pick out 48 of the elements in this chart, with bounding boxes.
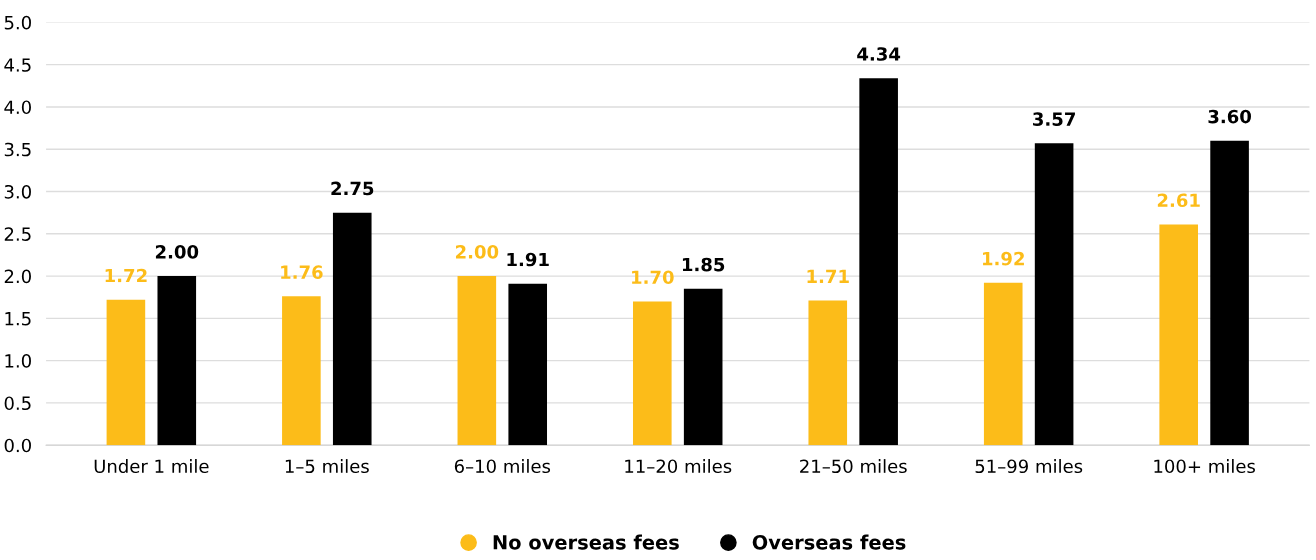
- bar: [1034, 143, 1074, 446]
- data-label: 2.61: [1157, 193, 1200, 208]
- x-tick-label: 6–10 miles: [454, 459, 551, 474]
- x-tick-label: Under 1 mile: [94, 459, 209, 474]
- bar: [157, 276, 197, 446]
- x-tick-label: 1–5 miles: [285, 459, 369, 474]
- data-label: 2.00: [155, 245, 199, 259]
- bar: [1210, 140, 1249, 446]
- data-label: 1.91: [507, 252, 549, 267]
- y-tick-label: 5.0: [4, 15, 31, 30]
- y-tick-label: 0.5: [4, 396, 31, 411]
- bar: [508, 283, 548, 446]
- y-tick-label: 2.0: [4, 269, 31, 284]
- bar: [683, 288, 723, 446]
- bar: [983, 282, 1023, 446]
- data-label: 2.75: [331, 181, 374, 196]
- legend-label: No overseas fees: [493, 534, 679, 550]
- data-label: 1.92: [982, 251, 1024, 266]
- bar: [1159, 224, 1198, 446]
- data-label: 1.72: [105, 268, 147, 283]
- y-tick-label: 3.5: [4, 142, 31, 157]
- bar: [808, 300, 848, 446]
- data-label: 3.60: [1208, 109, 1251, 124]
- y-tick-label: 1.5: [5, 312, 31, 326]
- x-tick-label: 21–50 miles: [800, 459, 907, 474]
- data-label: 3.57: [1033, 112, 1075, 126]
- bar: [282, 296, 321, 446]
- x-tick-label: 51–99 miles: [975, 459, 1083, 474]
- data-label: 1.85: [682, 257, 725, 272]
- y-tick-label: 4.5: [4, 58, 31, 72]
- bar: [106, 299, 146, 446]
- data-label: 1.71: [807, 269, 849, 283]
- data-label: 4.34: [857, 47, 901, 61]
- data-label: 1.70: [632, 270, 674, 285]
- bar: [457, 276, 497, 446]
- y-tick-label: 1.0: [5, 354, 31, 368]
- legend-label: Overseas fees: [752, 534, 906, 550]
- y-tick-label: 3.0: [4, 184, 31, 199]
- bar: [859, 78, 898, 446]
- y-tick-label: 4.0: [4, 100, 31, 115]
- x-tick-label: 11–20 miles: [625, 459, 732, 474]
- y-tick-label: 0.0: [4, 438, 31, 453]
- bar: [633, 301, 672, 446]
- data-label: 2.00: [455, 245, 499, 259]
- data-label: 1.76: [281, 265, 323, 279]
- x-tick-label: 100+ miles: [1154, 459, 1255, 474]
- y-tick-label: 2.5: [4, 227, 31, 241]
- bar: [332, 212, 372, 446]
